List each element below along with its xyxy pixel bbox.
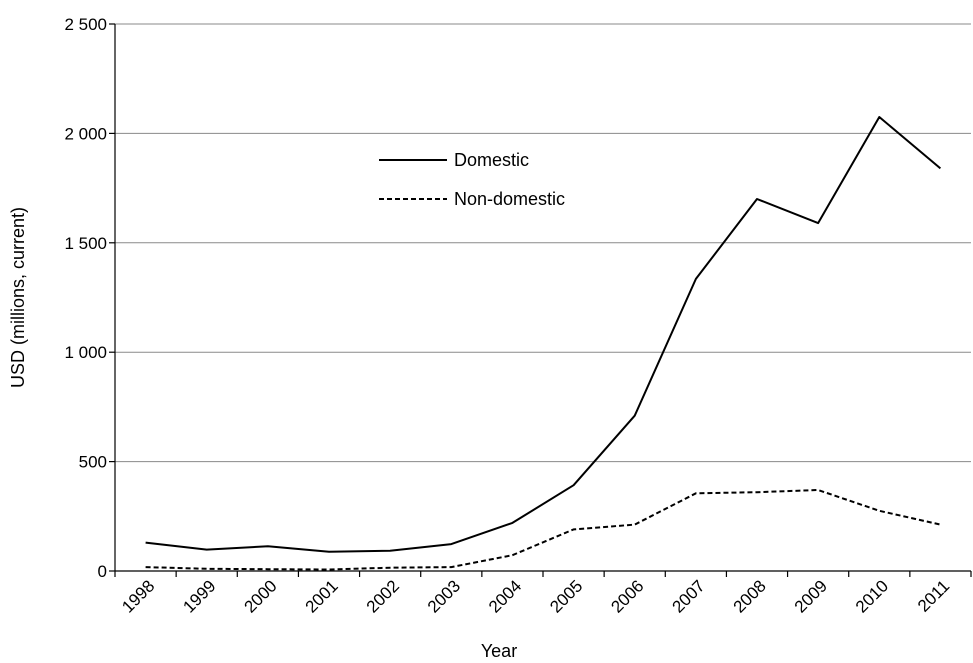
legend: Domestic Non-domestic [379,150,565,209]
y-tick-label: 500 [79,453,107,472]
x-tick-label: 2001 [302,576,342,616]
x-axis-ticks: 1998 1999 2000 2001 2002 2003 2004 2005 2006 2007… [114,571,972,617]
x-tick-label: 2003 [424,576,464,616]
x-tick-label: 2006 [607,576,647,616]
y-tick-label: 2 000 [64,124,107,143]
x-tick-label: 1998 [118,576,158,616]
y-axis-ticks: 0 500 1 000 1 500 2 000 2 500 [64,15,115,581]
series-lines [145,116,942,571]
y-tick-label: 1 000 [64,343,107,362]
series-line-non-domestic [145,489,941,571]
x-tick-label: 2004 [485,576,525,616]
x-tick-label: 1999 [179,576,219,616]
y-axis-title: USD (millions, current) [8,207,28,388]
x-tick-label: 2011 [914,576,953,615]
x-tick-label: 2000 [241,576,281,616]
y-tick-label: 1 500 [64,234,107,253]
x-tick-label: 2007 [669,576,709,616]
x-tick-label: 2010 [852,576,892,616]
x-tick-label: 2008 [730,576,770,616]
x-tick-label: 2002 [363,576,403,616]
x-tick-label: 2005 [546,576,586,616]
legend-label: Domestic [454,150,529,170]
series-line-domestic [145,116,942,553]
y-tick-label: 2 500 [64,15,107,34]
gridlines [115,23,971,463]
x-tick-label: 2009 [791,576,831,616]
y-tick-label: 0 [98,562,107,581]
legend-label: Non-domestic [454,189,565,209]
x-axis-title: Year [481,641,517,661]
